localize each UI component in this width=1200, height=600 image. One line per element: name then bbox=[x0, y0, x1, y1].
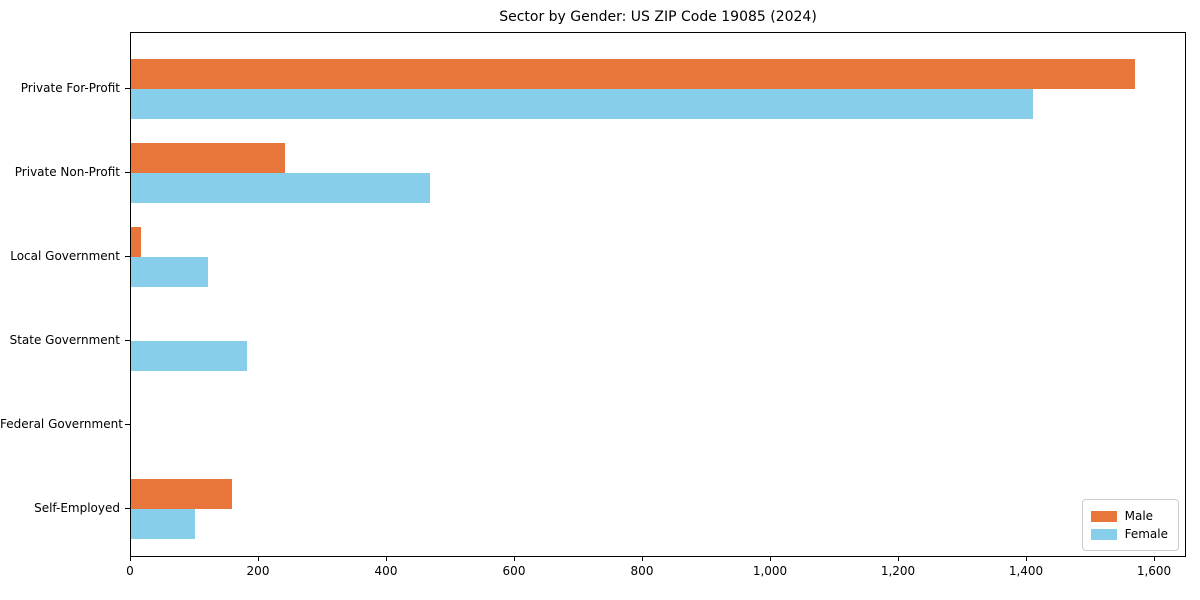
y-tick-label: State Government bbox=[9, 333, 120, 347]
bar-male-private-non-profit bbox=[131, 143, 285, 173]
bar-female-private-for-profit bbox=[131, 89, 1033, 119]
y-tick-mark bbox=[125, 508, 130, 509]
x-tick-label: 1,200 bbox=[880, 564, 916, 578]
x-tick-mark bbox=[770, 557, 771, 561]
y-tick-mark bbox=[125, 340, 130, 341]
bar-female-local-government bbox=[131, 257, 208, 287]
x-tick-mark bbox=[258, 557, 259, 561]
plot-area: Male Female bbox=[130, 32, 1186, 557]
y-tick-label: Private For-Profit bbox=[20, 81, 120, 95]
x-tick-label: 1,000 bbox=[752, 564, 788, 578]
x-tick-label: 0 bbox=[126, 564, 134, 578]
legend-box: Male Female bbox=[1081, 499, 1179, 551]
legend-swatch-male bbox=[1090, 510, 1117, 522]
legend-swatch-female bbox=[1090, 528, 1117, 540]
x-tick-mark bbox=[642, 557, 643, 561]
bar-female-private-non-profit bbox=[131, 173, 430, 203]
legend-label-male: Male bbox=[1124, 509, 1154, 523]
x-tick-label: 1,600 bbox=[1136, 564, 1172, 578]
y-tick-label: Local Government bbox=[10, 249, 120, 263]
bar-female-self-employed bbox=[131, 509, 195, 539]
legend-row-female: Female bbox=[1090, 525, 1168, 543]
bar-female-state-government bbox=[131, 341, 247, 371]
x-tick-label: 600 bbox=[502, 564, 526, 578]
x-tick-mark bbox=[1026, 557, 1027, 561]
y-tick-label: Private Non-Profit bbox=[14, 165, 120, 179]
y-tick-mark bbox=[125, 88, 130, 89]
bar-male-private-for-profit bbox=[131, 59, 1135, 89]
y-tick-mark bbox=[125, 424, 130, 425]
chart-title: Sector by Gender: US ZIP Code 19085 (202… bbox=[499, 9, 817, 25]
x-tick-mark bbox=[898, 557, 899, 561]
x-tick-label: 200 bbox=[246, 564, 270, 578]
x-tick-label: 400 bbox=[374, 564, 398, 578]
y-tick-mark bbox=[125, 256, 130, 257]
x-tick-mark bbox=[1154, 557, 1155, 561]
y-tick-label: Federal Government bbox=[0, 417, 123, 431]
x-tick-mark bbox=[514, 557, 515, 561]
x-tick-label: 800 bbox=[630, 564, 654, 578]
x-tick-mark bbox=[386, 557, 387, 561]
bar-male-local-government bbox=[131, 227, 141, 257]
y-tick-label: Self-Employed bbox=[34, 501, 120, 515]
legend-label-female: Female bbox=[1124, 527, 1168, 541]
x-tick-label: 1,400 bbox=[1008, 564, 1044, 578]
legend-row-male: Male bbox=[1090, 507, 1168, 525]
x-tick-mark bbox=[130, 557, 131, 561]
bar-male-self-employed bbox=[131, 479, 232, 509]
y-tick-mark bbox=[125, 172, 130, 173]
